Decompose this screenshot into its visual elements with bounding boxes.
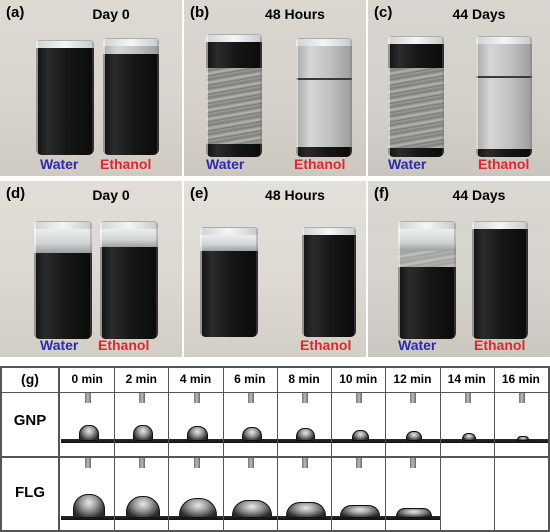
photo-panel-c: (c) 44 Days Water Ethanol bbox=[368, 0, 550, 176]
flg-droplet-frame bbox=[223, 458, 277, 530]
panel-title: 44 Days bbox=[452, 6, 506, 22]
water-vial bbox=[200, 227, 258, 337]
time-header: 8 min bbox=[288, 372, 320, 386]
droplet bbox=[296, 428, 316, 441]
flg-droplet-frame bbox=[440, 458, 494, 530]
droplet bbox=[516, 436, 529, 441]
water-vial bbox=[34, 221, 92, 339]
droplet bbox=[133, 425, 154, 441]
droplet bbox=[340, 505, 381, 518]
droplet bbox=[187, 426, 209, 441]
ethanol-vial bbox=[296, 38, 352, 157]
time-header: 0 min bbox=[71, 372, 103, 386]
panel-label: (a) bbox=[6, 4, 25, 21]
row-label-flg: FLG bbox=[15, 484, 45, 501]
photo-panel-a: (a) Day 0 Water Ethanol bbox=[0, 0, 182, 176]
gnp-droplet-frame bbox=[332, 393, 386, 456]
panel-label: (f) bbox=[374, 185, 389, 202]
flg-droplet-frame bbox=[277, 458, 332, 530]
panel-title: 48 Hours bbox=[265, 187, 325, 203]
flg-droplet-frame bbox=[115, 458, 169, 530]
droplet bbox=[461, 433, 476, 441]
time-header: 10 min bbox=[339, 372, 378, 386]
droplet bbox=[285, 502, 326, 518]
panel-title: Day 0 bbox=[92, 187, 130, 203]
row-label-gnp: GNP bbox=[13, 412, 47, 429]
ethanol-vial bbox=[302, 227, 356, 337]
droplet bbox=[126, 496, 161, 518]
photo-panel-e: (e) 48 Hours Ethanol bbox=[184, 181, 366, 357]
panel-label: (c) bbox=[374, 4, 393, 21]
ethanol-caption: Ethanol bbox=[478, 156, 530, 172]
water-caption: Water bbox=[40, 337, 79, 353]
flg-droplet-frame bbox=[386, 458, 440, 530]
panel-label: (e) bbox=[190, 185, 209, 202]
gnp-droplet-frame bbox=[494, 393, 548, 456]
droplet bbox=[406, 431, 423, 441]
droplet bbox=[241, 427, 262, 441]
water-caption: Water bbox=[40, 156, 79, 172]
panel-label: (d) bbox=[6, 185, 26, 202]
time-header: 6 min bbox=[234, 372, 266, 386]
gnp-droplet-frame bbox=[386, 393, 440, 456]
ethanol-vial bbox=[100, 221, 158, 339]
droplet bbox=[231, 500, 272, 518]
gnp-droplet-frame bbox=[440, 393, 494, 456]
ethanol-caption: Ethanol bbox=[294, 156, 346, 172]
droplet bbox=[178, 498, 217, 518]
flg-droplet-frame bbox=[494, 458, 548, 530]
water-vial bbox=[206, 34, 262, 157]
ethanol-caption: Ethanol bbox=[100, 156, 152, 172]
flg-droplet-frame bbox=[169, 458, 223, 530]
time-header: 4 min bbox=[179, 372, 212, 386]
panel-title: 48 Hours bbox=[265, 6, 325, 22]
water-vial bbox=[388, 36, 444, 157]
time-header: 12 min bbox=[393, 372, 432, 386]
water-caption: Water bbox=[206, 156, 245, 172]
droplet bbox=[73, 494, 106, 518]
photo-panel-b: (b) 48 Hours Water Ethanol bbox=[184, 0, 366, 176]
water-vial bbox=[36, 40, 94, 155]
water-caption: Water bbox=[398, 337, 437, 353]
gnp-droplet-frame bbox=[169, 393, 223, 456]
contact-angle-grid: (g) GNP FLG 0 min 2 min 4 min 6 min 8 min 10 … bbox=[0, 366, 550, 532]
panel-title: 44 Days bbox=[452, 187, 506, 203]
droplet bbox=[396, 508, 433, 518]
ethanol-vial bbox=[103, 38, 159, 155]
ethanol-caption: Ethanol bbox=[300, 337, 352, 353]
gnp-droplet-frame bbox=[61, 393, 115, 456]
flg-droplet-frame bbox=[61, 458, 115, 530]
photo-panel-d: (d) Day 0 Water Ethanol bbox=[0, 181, 182, 357]
ethanol-vial bbox=[476, 36, 532, 157]
time-header: 2 min bbox=[125, 372, 157, 386]
gnp-droplet-frame bbox=[223, 393, 277, 456]
ethanol-vial bbox=[472, 221, 528, 339]
ethanol-caption: Ethanol bbox=[98, 337, 150, 353]
ethanol-caption: Ethanol bbox=[474, 337, 526, 353]
time-header: 16 min bbox=[501, 372, 540, 386]
droplet bbox=[351, 430, 369, 441]
panel-title: Day 0 bbox=[92, 6, 130, 22]
panel-label: (b) bbox=[190, 4, 210, 21]
photo-panel-f: (f) 44 Days Water Ethanol bbox=[368, 181, 550, 357]
gnp-droplet-frame bbox=[277, 393, 332, 456]
flg-droplet-frame bbox=[332, 458, 386, 530]
time-header: 14 min bbox=[447, 372, 486, 386]
water-caption: Water bbox=[388, 156, 427, 172]
water-vial bbox=[398, 221, 456, 339]
droplet bbox=[79, 425, 100, 441]
gnp-droplet-frame bbox=[115, 393, 169, 456]
panel-label: (g) bbox=[21, 371, 39, 387]
